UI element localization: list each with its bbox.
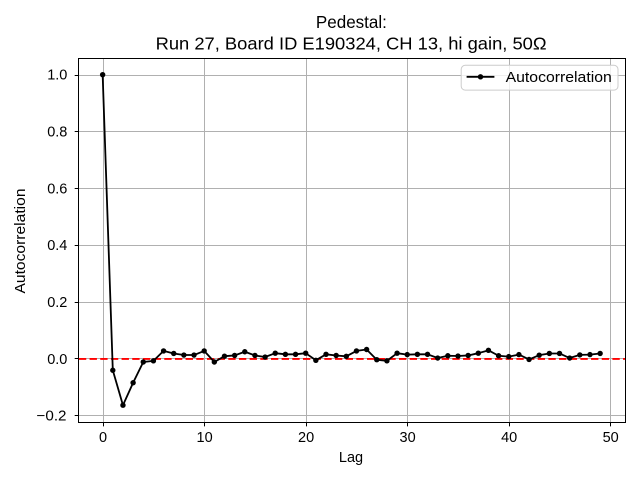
svg-text:Autocorrelation: Autocorrelation bbox=[13, 189, 29, 294]
svg-text:10: 10 bbox=[197, 430, 213, 446]
svg-text:Pedestal:: Pedestal: bbox=[316, 12, 387, 32]
svg-text:50: 50 bbox=[603, 430, 619, 446]
svg-text:0.8: 0.8 bbox=[47, 125, 67, 141]
svg-text:0.4: 0.4 bbox=[47, 238, 67, 254]
svg-text:−0.2: −0.2 bbox=[37, 409, 67, 425]
svg-text:Autocorrelation: Autocorrelation bbox=[506, 70, 612, 86]
svg-text:40: 40 bbox=[501, 430, 517, 446]
svg-text:Lag: Lag bbox=[339, 450, 363, 466]
svg-text:0.0: 0.0 bbox=[47, 352, 67, 368]
svg-text:20: 20 bbox=[298, 430, 314, 446]
svg-text:Run 27, Board ID E190324, CH 1: Run 27, Board ID E190324, CH 13, hi gain… bbox=[156, 34, 547, 54]
svg-text:1.0: 1.0 bbox=[47, 68, 67, 84]
svg-text:30: 30 bbox=[400, 430, 416, 446]
svg-text:0.6: 0.6 bbox=[47, 181, 67, 197]
svg-text:0: 0 bbox=[99, 430, 107, 446]
svg-text:0.2: 0.2 bbox=[47, 295, 67, 311]
